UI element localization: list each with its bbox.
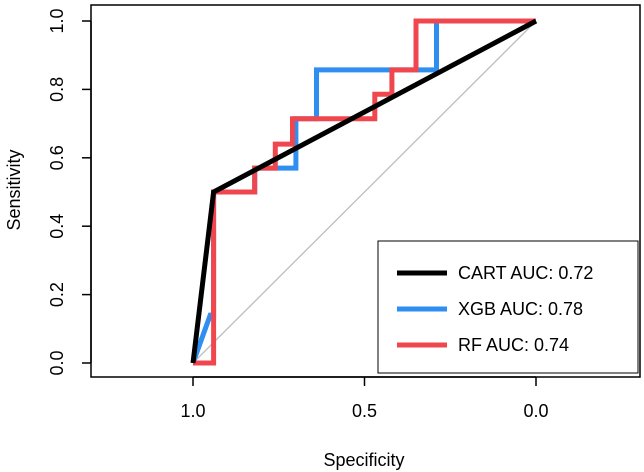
y-axis-label: Sensitivity [4,149,24,230]
legend-label: RF AUC: 0.74 [458,335,569,355]
legend: CART AUC: 0.72 XGB AUC: 0.78 RF AUC: 0.74 [377,240,639,374]
series-line-rf [193,18,536,366]
y-tick-label: 0.2 [47,282,67,307]
x-tick-label: 0.0 [523,401,548,421]
y-tick-label: 0.4 [47,214,67,239]
x-tick-label: 1.0 [180,401,205,421]
x-axis: 1.0 0.5 0.0 [180,376,549,421]
y-tick-label: 0.0 [47,350,67,375]
reference-diagonal-layer [192,20,537,364]
legend-label: CART AUC: 0.72 [458,263,593,283]
y-tick-label: 0.8 [47,77,67,102]
legend-label: XGB AUC: 0.78 [458,299,583,319]
y-tick-label: 1.0 [47,8,67,33]
series-layer [190,18,538,366]
x-tick-label: 0.5 [352,401,377,421]
reference-diagonal [192,20,537,364]
series-line-cart [190,18,538,364]
y-tick-label: 0.6 [47,145,67,170]
y-axis: 0.0 0.2 0.4 0.6 0.8 1.0 [47,8,92,376]
x-axis-label: Specificity [323,450,404,470]
